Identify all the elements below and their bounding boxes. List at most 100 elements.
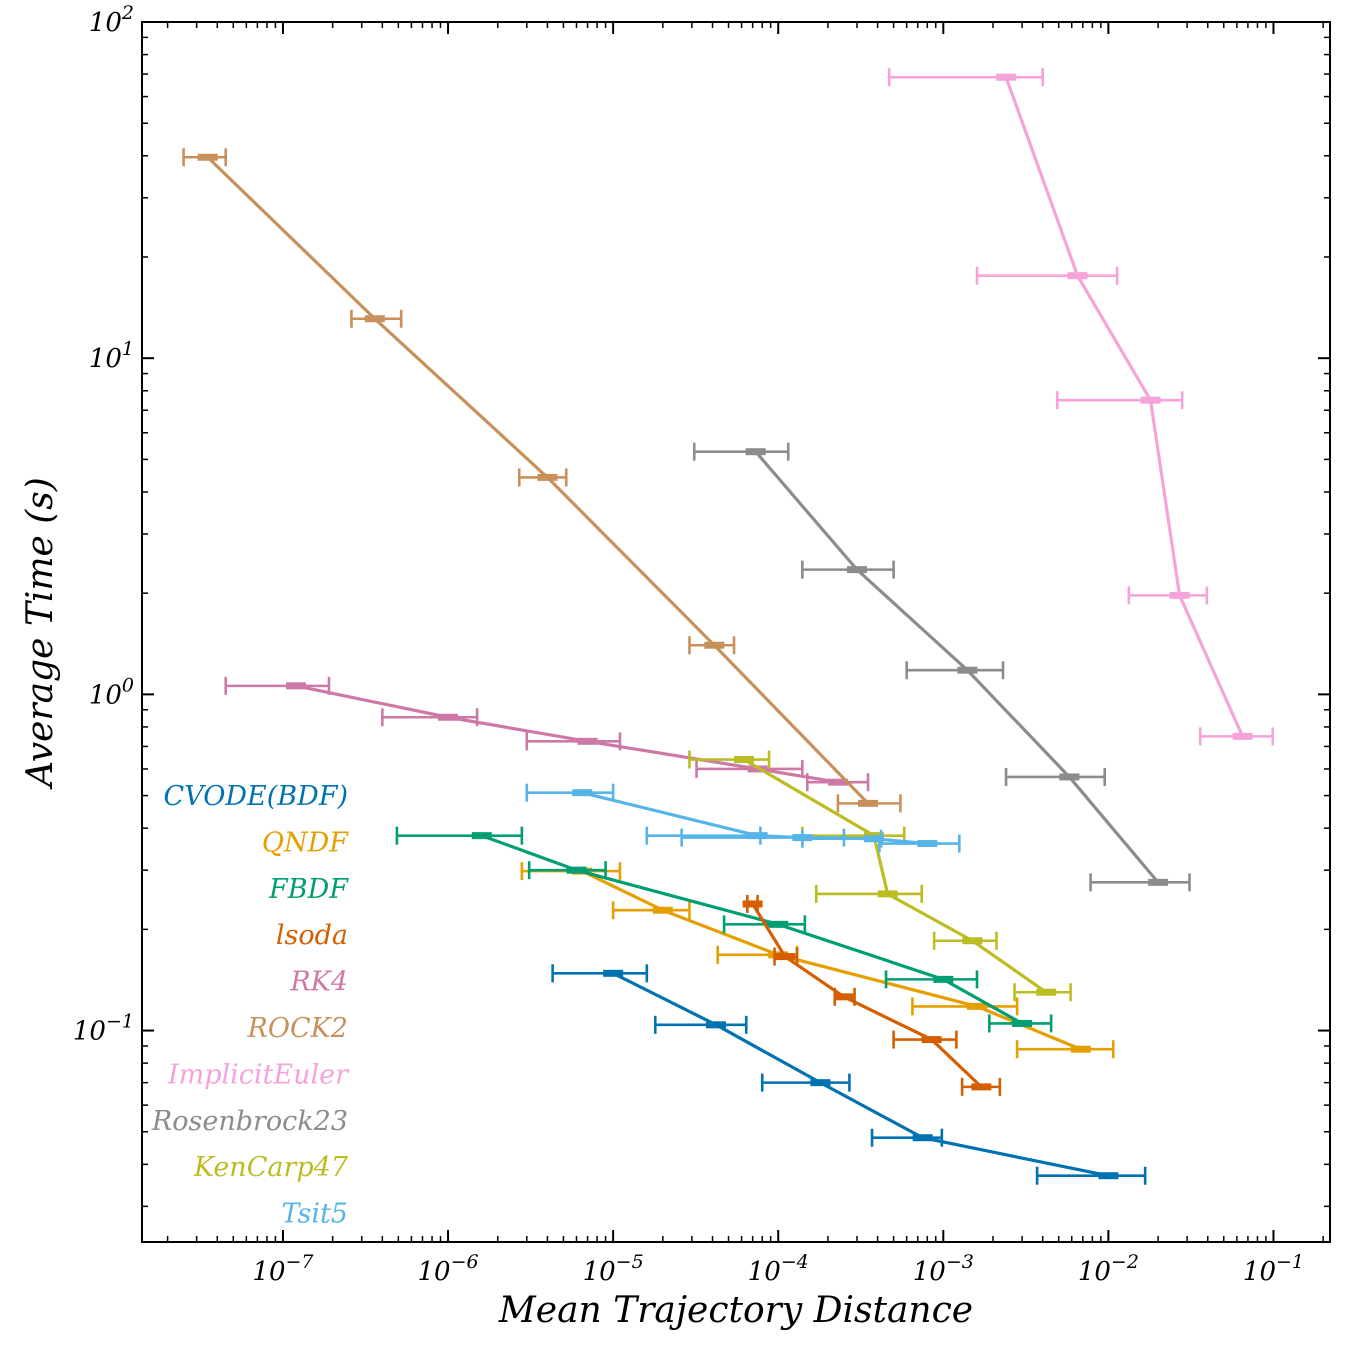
x-axis-title: Mean Trajectory Distance [498, 1290, 973, 1331]
y-axis-title: Average Time (s) [20, 477, 61, 790]
error-bar [892, 1030, 958, 1049]
error-bar [517, 468, 568, 487]
y-tick-label: 101 [89, 338, 134, 374]
error-bar [395, 826, 524, 845]
data-point [1098, 1172, 1119, 1180]
series-rock2 [182, 148, 902, 813]
data-point [1059, 773, 1080, 781]
x-tick-label: 10−2 [1078, 1251, 1139, 1287]
data-point [1140, 396, 1161, 404]
data-point [364, 315, 385, 323]
error-bar [611, 901, 691, 920]
data-point [742, 900, 763, 908]
series-rosenbrock23 [692, 442, 1191, 892]
error-bar [688, 750, 771, 769]
data-point [197, 153, 218, 161]
error-bar [1004, 767, 1107, 786]
error-bar [836, 794, 902, 813]
data-point [471, 832, 492, 840]
error-bar [833, 987, 856, 1006]
error-bar [887, 68, 1044, 87]
legend-label: Tsit5 [281, 1199, 348, 1230]
data-point [877, 890, 898, 898]
data-point [652, 906, 673, 914]
error-bar [182, 148, 228, 167]
data-point [775, 953, 796, 961]
data-point [1148, 878, 1169, 886]
data-point [706, 1021, 727, 1029]
error-bar [801, 829, 884, 848]
data-point [1070, 1045, 1091, 1053]
data-point [917, 840, 938, 848]
data-point [1067, 272, 1088, 280]
axes-frame-group [141, 21, 1331, 1243]
error-bar [988, 1014, 1053, 1033]
legend-label: lsoda [276, 920, 348, 951]
error-bar [645, 826, 768, 845]
error-bar [653, 1015, 748, 1034]
error-bar [350, 309, 403, 328]
data-point [577, 737, 598, 745]
error-bar [905, 661, 1005, 680]
error-bar [870, 1128, 944, 1147]
series-rk4 [224, 676, 870, 792]
data-point [566, 866, 587, 874]
error-bar [742, 894, 763, 913]
error-bar [551, 964, 649, 983]
error-bar [688, 636, 736, 655]
error-bar [692, 442, 790, 461]
legend-label: ImplicitEuler [167, 1059, 350, 1090]
error-bar [801, 826, 906, 845]
series-fbdf [395, 826, 1053, 1033]
y-tick-label: 10−1 [73, 1011, 134, 1047]
error-bar [527, 861, 607, 880]
data-point [962, 937, 983, 945]
error-bar [878, 834, 961, 853]
series-kencarp47 [688, 750, 1072, 1002]
x-tick-label: 10−1 [1243, 1251, 1304, 1287]
data-point [966, 1002, 987, 1010]
legend-label: ROCK2 [247, 1013, 348, 1044]
error-bar [381, 708, 479, 727]
error-bar [884, 970, 979, 989]
error-bar [1127, 586, 1209, 605]
data-point [846, 566, 867, 574]
series-line [1004, 76, 1245, 738]
error-bar [911, 997, 1019, 1016]
data-point [1036, 988, 1057, 996]
error-bar [1013, 983, 1072, 1002]
x-tick-label: 10−3 [913, 1251, 974, 1287]
error-bar [1089, 873, 1191, 892]
legend-label: RK4 [289, 967, 348, 998]
series-line [481, 834, 1023, 1025]
data-point [996, 73, 1017, 81]
series-cvode-bdf- [551, 964, 1147, 1185]
tick-labels-group: 10−7 10−6 10−5 10−4 10−3 10−2 10−1 102 101 100 10−… [73, 2, 1304, 1287]
error-bar [525, 732, 622, 751]
error-bar [801, 560, 895, 579]
error-bar [525, 783, 615, 802]
data-point [286, 682, 307, 690]
data-point [1012, 1019, 1033, 1027]
x-tick-label: 10−4 [748, 1251, 809, 1287]
x-tick-label: 10−5 [583, 1251, 644, 1287]
data-point [921, 1036, 942, 1044]
data-point [733, 756, 754, 764]
error-bar [932, 931, 998, 950]
legend-label: FBDF [268, 874, 349, 905]
data-point [912, 1134, 933, 1142]
x-tick-label: 10−6 [417, 1251, 478, 1287]
series-group [182, 68, 1275, 1185]
data-point [971, 1083, 992, 1091]
error-bar [760, 1073, 851, 1092]
error-bar [975, 266, 1119, 285]
data-point [603, 969, 624, 977]
error-bar [1198, 727, 1275, 746]
data-point [1232, 732, 1253, 740]
legend-label: QNDF [262, 827, 349, 858]
legend-label: KenCarp47 [193, 1152, 349, 1183]
legend: CVODE(BDF) QNDF FBDF lsoda RK4 ROCK2 ImplicitE… [151, 781, 350, 1230]
error-bar [1035, 1166, 1147, 1185]
